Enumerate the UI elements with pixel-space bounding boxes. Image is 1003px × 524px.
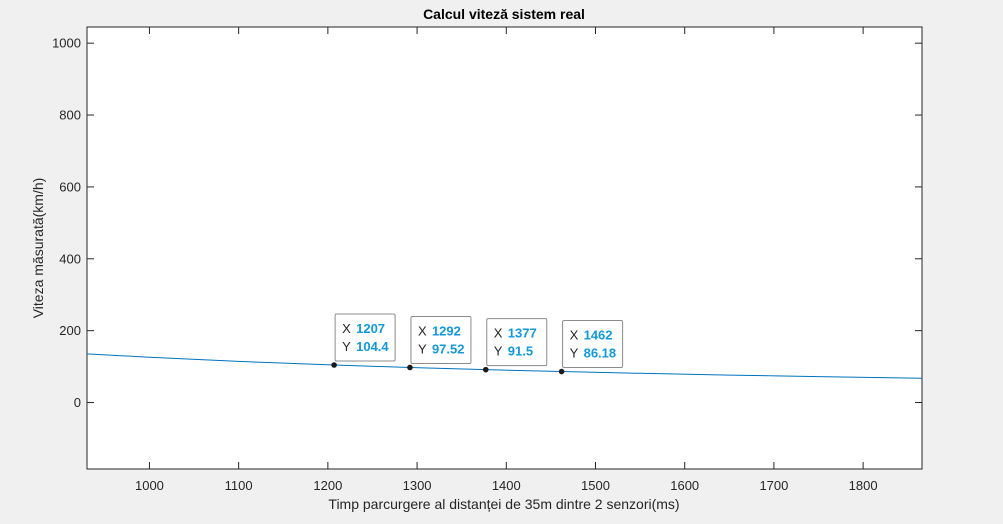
datatip[interactable]: X 1377 Y 91.5 bbox=[482, 318, 548, 373]
datatip-x-label: X bbox=[418, 323, 427, 338]
datatip[interactable]: X 1462 Y 86.18 bbox=[558, 320, 624, 375]
x-axis: 1000 1100 1200 1300 1400 1500 1600 1700 1800 bbox=[135, 27, 878, 493]
x-tick-label: 1700 bbox=[759, 478, 788, 493]
x-tick-label: 1600 bbox=[670, 478, 699, 493]
datatip-x-value: 1207 bbox=[356, 321, 385, 336]
datatip-box bbox=[562, 320, 624, 369]
y-tick-label: 0 bbox=[74, 395, 81, 410]
datatip-x-value: 1462 bbox=[584, 328, 613, 343]
y-tick-label: 600 bbox=[59, 179, 81, 194]
x-tick-label: 1100 bbox=[225, 478, 253, 493]
datatip-layer: X 1207 Y 104.4 X 1292 Y 97.52 X 1377 Y 91.5 X 1462 Y 86… bbox=[331, 313, 624, 375]
datatip-box bbox=[486, 318, 548, 367]
datatip-x-label: X bbox=[570, 328, 579, 343]
x-tick-label: 1200 bbox=[313, 478, 342, 493]
datatip[interactable]: X 1292 Y 97.52 bbox=[407, 315, 472, 371]
x-tick-label: 1800 bbox=[849, 478, 878, 493]
datatip-y-label: Y bbox=[494, 344, 503, 359]
y-tick-label: 400 bbox=[59, 251, 81, 266]
datatip-x-label: X bbox=[494, 326, 503, 341]
y-tick-label: 200 bbox=[59, 323, 81, 338]
datatip-marker[interactable] bbox=[331, 362, 337, 368]
y-tick-label: 1000 bbox=[52, 36, 81, 51]
datatip-y-value: 91.5 bbox=[508, 344, 533, 359]
datatip-box bbox=[410, 315, 472, 364]
datatip-marker[interactable] bbox=[407, 364, 413, 371]
x-tick-label: 1300 bbox=[403, 478, 432, 493]
datatip-x-value: 1292 bbox=[432, 323, 461, 338]
datatip-y-label: Y bbox=[570, 346, 579, 361]
y-tick-label: 800 bbox=[59, 108, 81, 123]
y-axis: 0 200 400 600 800 1000 bbox=[52, 36, 922, 410]
chart-title: Calcul viteză sistem real bbox=[423, 6, 585, 22]
x-tick-label: 1400 bbox=[492, 478, 521, 493]
datatip-y-value: 86.18 bbox=[584, 346, 617, 361]
x-tick-label: 1000 bbox=[135, 478, 164, 493]
datatip-y-value: 104.4 bbox=[356, 339, 389, 354]
x-axis-label: Timp parcurgere al distanței de 35m dint… bbox=[328, 496, 679, 512]
datatip[interactable]: X 1207 Y 104.4 bbox=[331, 313, 396, 368]
datatip-marker[interactable] bbox=[482, 366, 489, 373]
plot-area[interactable] bbox=[86, 26, 923, 470]
datatip-marker[interactable] bbox=[558, 368, 565, 375]
datatip-y-value: 97.52 bbox=[432, 341, 465, 356]
datatip-x-value: 1377 bbox=[508, 326, 537, 341]
datatip-box bbox=[334, 313, 396, 362]
datatip-y-label: Y bbox=[418, 341, 427, 356]
datatip-y-label: Y bbox=[342, 339, 351, 354]
y-axis-label: Viteza măsurată(km/h) bbox=[30, 178, 46, 319]
x-tick-label: 1500 bbox=[581, 478, 610, 493]
datatip-x-label: X bbox=[342, 321, 351, 336]
